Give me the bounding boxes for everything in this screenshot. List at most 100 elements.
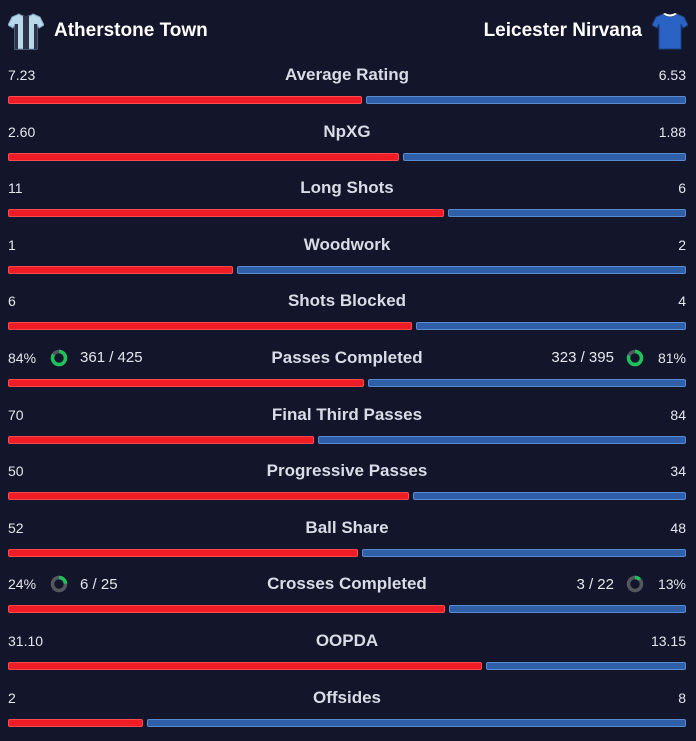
home-value: 70 — [8, 406, 24, 423]
away-value-group: 323 / 395 81% — [551, 349, 686, 367]
away-value-group: 84 — [670, 407, 686, 423]
stat-label: Final Third Passes — [271, 404, 423, 424]
home-bar — [8, 718, 143, 727]
away-value-group: 6.53 — [659, 67, 686, 83]
away-value: 48 — [670, 519, 686, 536]
away-value-group: 48 — [670, 520, 686, 536]
stat-row: 31.10 13.15 OOPDA — [0, 628, 696, 685]
home-value-group: 70 — [8, 407, 24, 423]
home-value: 24% — [8, 576, 37, 593]
stat-bars — [8, 661, 686, 670]
home-team[interactable]: Atherstone Town — [8, 12, 208, 50]
away-bar — [146, 718, 686, 727]
home-value-group: 2.60 — [8, 124, 35, 140]
away-bar — [367, 378, 686, 387]
home-value: 1 — [8, 236, 16, 253]
stat-row: 2 8 Offsides — [0, 685, 696, 741]
away-value: 84 — [670, 406, 686, 423]
home-bar — [8, 435, 315, 444]
stat-label: NpXG — [323, 121, 371, 141]
away-value-group: 1.88 — [659, 124, 686, 140]
home-bar — [8, 492, 410, 501]
stat-label: Offsides — [312, 687, 382, 707]
home-team-name: Atherstone Town — [54, 20, 208, 41]
home-fraction: 361 / 425 — [80, 349, 143, 367]
stat-row: 24% 6 / 25 3 / 22 13% Crosses Completed — [0, 571, 696, 628]
home-value-group: 7.23 — [8, 67, 35, 83]
home-shirt-icon — [8, 13, 44, 50]
home-value-group: 6 — [8, 293, 16, 309]
stat-label: Woodwork — [303, 234, 391, 254]
stat-row: 50 34 Progressive Passes — [0, 458, 696, 515]
stat-row: 6 4 Shots Blocked — [0, 288, 696, 345]
stat-row: 84% 361 / 425 323 / 395 81% Passes Completed — [0, 345, 696, 402]
away-value: 6 — [678, 180, 686, 197]
stat-bars — [8, 96, 686, 104]
home-value: 11 — [8, 180, 23, 197]
stat-bars — [8, 209, 686, 218]
home-bar — [8, 152, 400, 161]
away-value-group: 3 / 22 13% — [576, 575, 686, 593]
away-value: 13% — [657, 576, 686, 593]
stat-bars — [8, 435, 686, 444]
home-value-group: 31.10 — [8, 633, 43, 649]
home-bar — [8, 605, 446, 614]
home-bar — [8, 661, 482, 670]
away-value: 8 — [678, 689, 686, 706]
away-value-group: 34 — [670, 463, 686, 479]
away-value-group: 4 — [678, 293, 686, 309]
stat-label: Long Shots — [300, 178, 394, 198]
away-value: 4 — [678, 293, 686, 310]
home-value: 84% — [8, 349, 37, 366]
stat-row: 2.60 1.88 NpXG — [0, 119, 696, 176]
stat-label: OOPDA — [315, 630, 379, 650]
away-value: 13.15 — [650, 632, 686, 649]
away-value-group: 13.15 — [651, 633, 686, 649]
home-value: 50 — [8, 463, 24, 480]
home-value: 2.60 — [8, 123, 36, 140]
home-value-group: 52 — [8, 520, 24, 536]
home-value-group: 84% 361 / 425 — [8, 349, 143, 367]
stat-bars — [8, 548, 686, 557]
home-value-group: 1 — [8, 237, 16, 253]
away-ring-icon — [626, 349, 644, 367]
stat-bars — [8, 265, 686, 274]
away-bar — [416, 322, 686, 331]
stat-row: 70 84 Final Third Passes — [0, 402, 696, 459]
away-bar — [403, 152, 686, 161]
away-bar — [318, 435, 686, 444]
home-fraction: 6 / 25 — [80, 575, 118, 593]
home-ring-icon — [50, 349, 68, 367]
home-bar — [8, 378, 364, 387]
away-team-name: Leicester Nirvana — [483, 20, 642, 41]
away-team[interactable]: Leicester Nirvana — [484, 12, 688, 50]
stat-row: 11 6 Long Shots — [0, 175, 696, 232]
stat-bars — [8, 152, 686, 161]
home-ring-icon — [50, 576, 68, 593]
away-fraction: 323 / 395 — [551, 349, 614, 367]
away-value: 6.53 — [658, 67, 686, 83]
away-shirt-icon — [652, 13, 688, 50]
home-value: 2 — [8, 689, 16, 706]
away-bar — [362, 548, 686, 557]
home-bar — [8, 96, 363, 104]
home-value-group: 2 — [8, 690, 16, 706]
away-ring-icon — [626, 576, 644, 593]
stat-label: Ball Share — [305, 517, 389, 537]
home-bar — [8, 548, 359, 557]
home-value: 52 — [8, 519, 24, 536]
away-value: 2 — [678, 236, 686, 253]
home-bar — [8, 265, 233, 274]
stat-label: Shots Blocked — [287, 291, 407, 311]
away-bar — [366, 96, 686, 104]
home-bar — [8, 322, 413, 331]
match-header: Atherstone Town Leicester Nirvana — [0, 0, 696, 62]
home-bar — [8, 209, 445, 218]
away-bar — [485, 661, 686, 670]
home-value: 7.23 — [8, 67, 36, 83]
away-value: 81% — [657, 349, 686, 366]
stat-row: 7.23 6.53 Average Rating — [0, 62, 696, 119]
stat-bars — [8, 605, 686, 614]
home-value: 31.10 — [8, 632, 44, 649]
stat-row: 1 2 Woodwork — [0, 232, 696, 289]
